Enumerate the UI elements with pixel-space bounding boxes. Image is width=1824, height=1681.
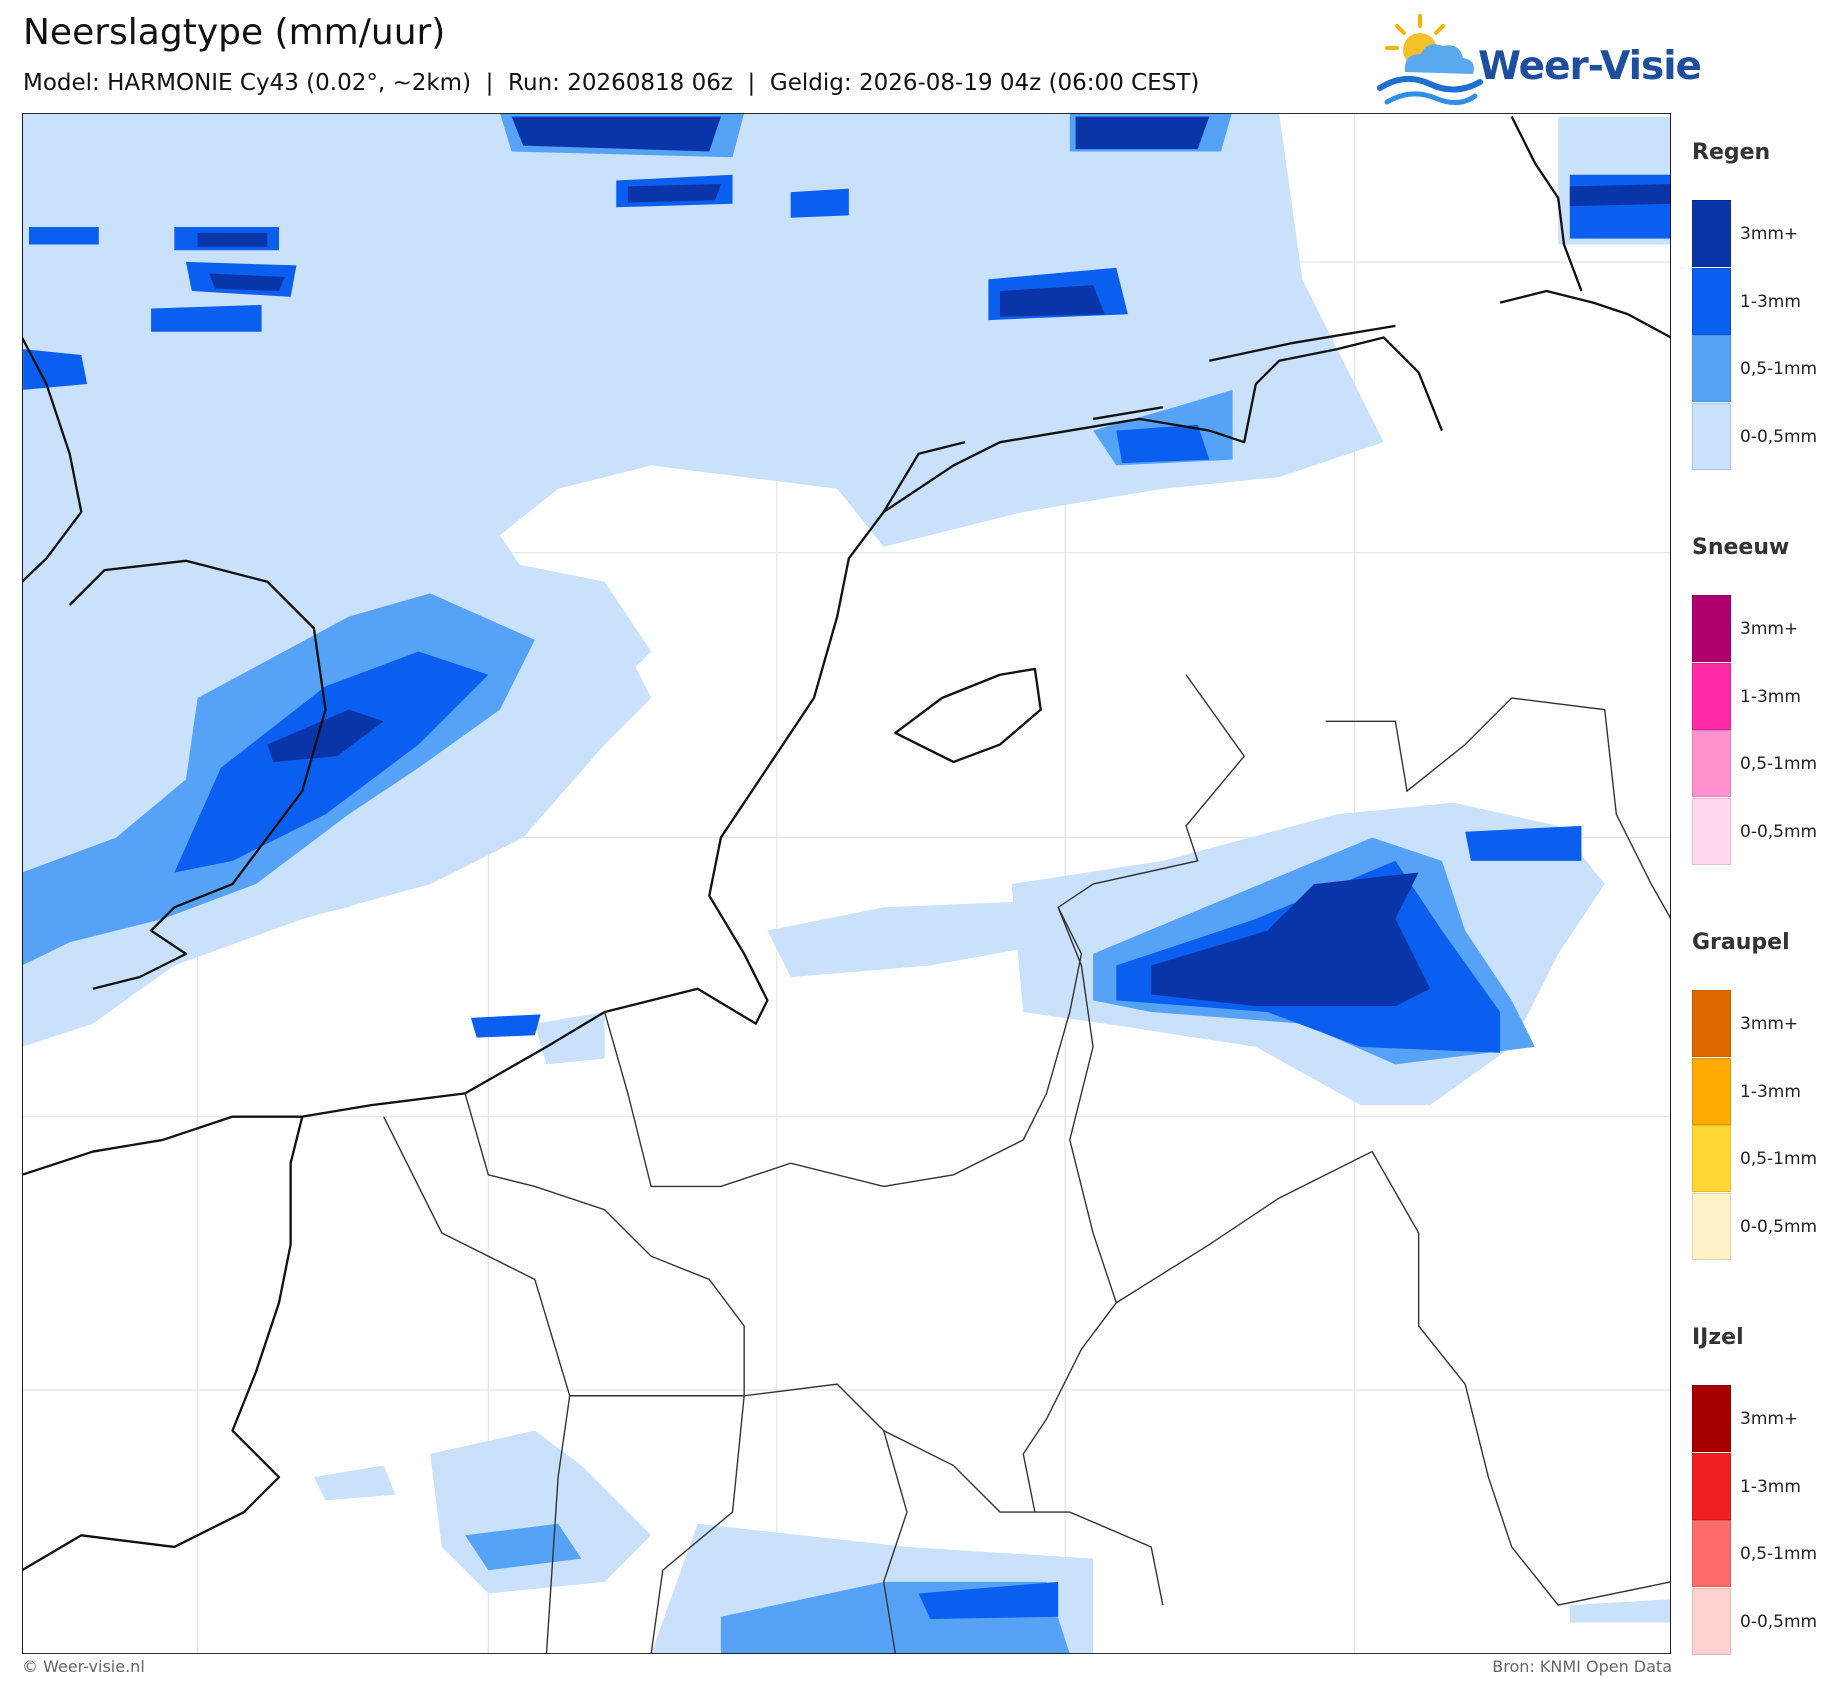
legend-swatch <box>1692 267 1731 335</box>
legend-title: IJzel <box>1692 1325 1744 1350</box>
legend-label: 1-3mm <box>1740 1476 1801 1497</box>
legend-title: Sneeuw <box>1692 535 1790 560</box>
legend-label: 0,5-1mm <box>1740 1149 1818 1169</box>
legend-swatch <box>1692 1192 1731 1260</box>
legend-title: Regen <box>1692 140 1771 165</box>
legend-label: 3mm+ <box>1740 1409 1799 1429</box>
legend-swatch <box>1692 1385 1731 1452</box>
legend-swatch <box>1692 730 1731 797</box>
legend-label: 1-3mm <box>1740 291 1801 312</box>
legend-swatch <box>1692 990 1731 1057</box>
legend-label: 0,5-1mm <box>1740 754 1818 774</box>
logo-icon <box>1377 14 1483 105</box>
legend-swatch <box>1692 1452 1731 1520</box>
legend-swatch <box>1692 1587 1731 1655</box>
legend-label: 0-0,5mm <box>1740 1611 1818 1632</box>
legend-swatch <box>1692 797 1731 865</box>
footer-source: Bron: KNMI Open Data <box>1492 1657 1672 1676</box>
legend-label: 0,5-1mm <box>1740 359 1818 379</box>
legend-swatch <box>1692 1125 1731 1192</box>
title: Neerslagtype (mm/uur) <box>23 12 446 53</box>
legend-swatch <box>1692 1520 1731 1587</box>
legend-swatch <box>1692 595 1731 662</box>
logo-text: Weer-Visie <box>1478 44 1702 89</box>
legend-swatch <box>1692 335 1731 402</box>
legend-label: 1-3mm <box>1740 1081 1801 1102</box>
legend-label: 3mm+ <box>1740 619 1799 639</box>
legend-label: 0-0,5mm <box>1740 426 1818 447</box>
legend-label: 0,5-1mm <box>1740 1544 1818 1564</box>
subtitle: Model: HARMONIE Cy43 (0.02°, ~2km) | Run… <box>23 70 1200 96</box>
legend-swatch <box>1692 1057 1731 1125</box>
legend-label: 3mm+ <box>1740 1014 1799 1034</box>
legend-swatch <box>1692 402 1731 470</box>
legend-title: Graupel <box>1692 930 1790 955</box>
legend-label: 0-0,5mm <box>1740 821 1818 842</box>
legend-label: 1-3mm <box>1740 686 1801 707</box>
map <box>22 113 1671 1654</box>
footer-credit: © Weer-visie.nl <box>22 1657 145 1676</box>
legend-swatch <box>1692 200 1731 267</box>
legend-label: 0-0,5mm <box>1740 1216 1818 1237</box>
legend-swatch <box>1692 662 1731 730</box>
legend-label: 3mm+ <box>1740 224 1799 244</box>
